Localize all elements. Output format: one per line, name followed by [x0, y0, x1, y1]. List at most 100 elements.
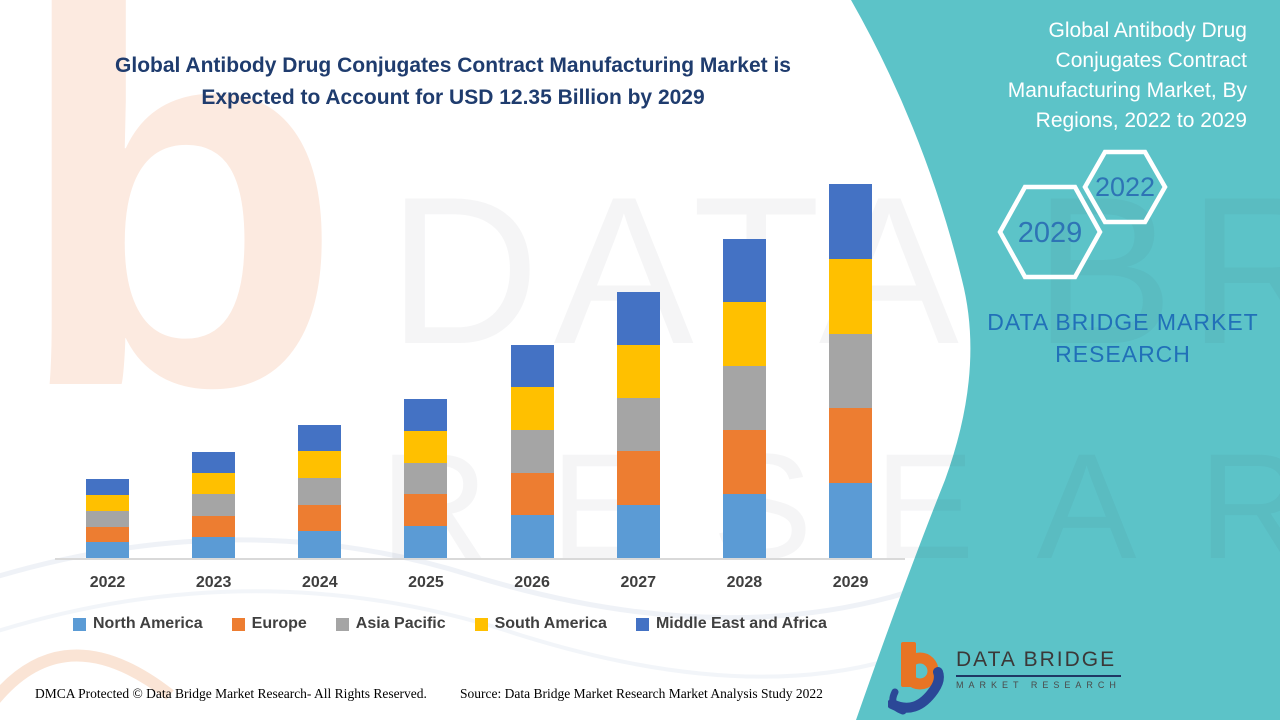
side-panel-title-line1: Global Antibody Drug: [1048, 19, 1247, 42]
legend-swatch-north-america: [73, 617, 86, 631]
bar-segment-south-america-2029: [829, 258, 873, 334]
footer-dmca: DMCA Protected © Data Bridge Market Rese…: [35, 686, 427, 701]
bar-segment-asia-pacific-2025: [404, 462, 448, 495]
bar-segment-asia-pacific-2022: [86, 510, 129, 527]
bar-segment-south-america-2028: [722, 302, 766, 367]
bar-2025: [404, 399, 448, 558]
legend-label-europe: Europe: [251, 615, 307, 632]
x-axis-label-2024: 2024: [302, 574, 338, 591]
bar-segment-south-america-2023: [192, 473, 236, 495]
bar-segment-europe-2023: [192, 515, 236, 537]
bar-2027: [616, 291, 660, 558]
bar-segment-asia-pacific-2029: [829, 333, 873, 409]
legend-item-middle-east-and-africa: Middle East and Africa: [635, 615, 827, 633]
brand-text: DATA BRIDGE MARKET RESEARCH: [962, 306, 1280, 370]
logo-subtitle: MARKET RESEARCH: [956, 680, 1121, 690]
bar-segment-north-america-2023: [192, 536, 236, 558]
bar-2023: [192, 452, 236, 558]
page-title-line1: Global Antibody Drug Conjugates Contract…: [115, 54, 791, 77]
hexagon-2029: 2029: [997, 184, 1103, 280]
logo-text: DATA BRIDGE MARKET RESEARCH: [956, 640, 1121, 690]
brand-text-line1: DATA BRIDGE MARKET: [987, 309, 1259, 335]
side-panel-title-line2: Conjugates Contract: [1055, 49, 1247, 72]
bar-segment-north-america-2024: [298, 531, 342, 558]
bar-segment-europe-2024: [298, 504, 342, 532]
logo-name: DATA BRIDGE: [956, 648, 1121, 677]
company-logo: DATA BRIDGE MARKET RESEARCH: [888, 640, 1121, 718]
bar-2024: [298, 424, 342, 558]
x-axis-label-2025: 2025: [408, 574, 444, 591]
page-title-line2: Expected to Account for USD 12.35 Billio…: [201, 86, 705, 109]
footer-source: Source: Data Bridge Market Research Mark…: [460, 686, 823, 701]
bar-segment-south-america-2026: [510, 387, 554, 430]
bar-segment-middle-east-and-africa-2026: [510, 344, 554, 388]
legend-label-north-america: North America: [93, 615, 203, 632]
legend-label-asia-pacific: Asia Pacific: [355, 615, 446, 632]
bar-segment-europe-2029: [829, 408, 873, 484]
bar-segment-asia-pacific-2028: [722, 366, 766, 431]
x-axis-line: [55, 558, 905, 560]
bar-segment-south-america-2024: [298, 451, 342, 479]
bar-segment-middle-east-and-africa-2028: [722, 238, 766, 303]
legend-swatch-europe: [231, 617, 245, 631]
bar-segment-europe-2025: [404, 494, 448, 527]
side-panel-title: Global Antibody Drug Conjugates Contract…: [917, 16, 1247, 136]
bar-segment-north-america-2025: [404, 526, 448, 558]
bar-2028: [722, 238, 766, 558]
bar-segment-europe-2026: [510, 472, 554, 516]
bar-segment-middle-east-and-africa-2022: [86, 479, 129, 496]
year-badge-2022: 2022: [1095, 172, 1155, 202]
databridge-logo-icon: [888, 642, 944, 715]
bar-segment-middle-east-and-africa-2024: [298, 424, 342, 452]
hexagon-2022: 2022: [1082, 149, 1168, 225]
peach-b-watermark: b: [14, 0, 344, 499]
bar-segment-north-america-2029: [829, 483, 873, 558]
side-panel-title-line4: Regions, 2022 to 2029: [1035, 109, 1247, 132]
x-axis-label-2029: 2029: [832, 574, 869, 591]
bar-2026: [510, 344, 554, 558]
bar-segment-north-america-2022: [86, 542, 129, 558]
bar-segment-europe-2027: [616, 451, 660, 505]
bar-segment-middle-east-and-africa-2029: [829, 184, 873, 259]
bar-segment-south-america-2025: [404, 430, 448, 463]
bar-segment-north-america-2026: [510, 515, 554, 558]
bar-segment-asia-pacific-2023: [192, 494, 236, 516]
bar-segment-europe-2028: [722, 430, 766, 495]
bar-segment-south-america-2022: [86, 495, 129, 511]
legend-label-south-america: South America: [494, 615, 607, 632]
bar-2029: [829, 184, 873, 558]
bar-segment-asia-pacific-2026: [510, 429, 554, 473]
x-axis-label-2028: 2028: [726, 574, 763, 591]
page-title: Global Antibody Drug Conjugates Contract…: [58, 50, 848, 114]
legend-swatch-middle-east-and-africa: [635, 617, 649, 631]
bar-segment-middle-east-and-africa-2023: [192, 452, 236, 474]
x-axis-label-2027: 2027: [620, 574, 657, 591]
bar-segment-north-america-2027: [616, 504, 660, 558]
legend-swatch-south-america: [474, 617, 488, 631]
bar-segment-south-america-2027: [616, 344, 660, 399]
x-axis-label-2023: 2023: [195, 574, 232, 591]
legend-item-north-america: North America: [73, 615, 203, 633]
x-axis-label-2026: 2026: [514, 574, 550, 591]
legend-item-south-america: South America: [474, 615, 607, 633]
bar-segment-middle-east-and-africa-2027: [616, 291, 660, 345]
bar-segment-middle-east-and-africa-2025: [404, 399, 448, 431]
bar-2022: [86, 479, 129, 558]
legend-item-europe: Europe: [231, 615, 307, 633]
bar-segment-north-america-2028: [722, 494, 766, 558]
bar-segment-asia-pacific-2024: [298, 478, 342, 505]
year-badges: 2022 2029: [997, 149, 1168, 280]
legend-label-middle-east-and-africa: Middle East and Africa: [655, 615, 827, 632]
year-badge-2029: 2029: [1018, 217, 1083, 249]
legend-swatch-asia-pacific: [335, 617, 349, 631]
side-panel-title-line3: Manufacturing Market, By: [1007, 79, 1247, 102]
brand-text-line2: RESEARCH: [1055, 341, 1191, 367]
x-axis-label-2022: 2022: [89, 574, 126, 591]
bar-segment-asia-pacific-2027: [616, 398, 660, 452]
legend-item-asia-pacific: Asia Pacific: [335, 615, 446, 633]
bar-segment-europe-2022: [86, 526, 129, 543]
